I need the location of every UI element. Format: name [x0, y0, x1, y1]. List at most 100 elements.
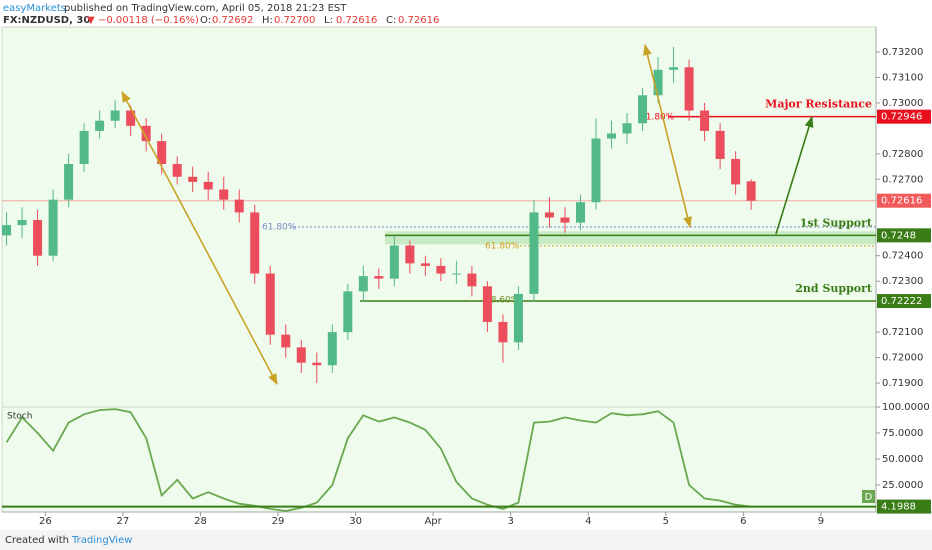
stoch-last-label: 4.1988 — [881, 502, 916, 513]
candle-body — [48, 199, 58, 256]
candle-body — [312, 362, 322, 366]
footer-bar — [0, 530, 932, 550]
candle-body — [575, 202, 585, 223]
candle-body — [33, 220, 43, 256]
level-name: 2nd Support — [795, 282, 873, 295]
y-tick-label: 75.0000 — [882, 428, 923, 439]
candle-body — [622, 123, 632, 134]
candle-body — [544, 212, 554, 218]
candle-body — [731, 158, 741, 185]
arrow — [643, 43, 692, 229]
candle-body — [95, 120, 105, 131]
candle-body — [591, 138, 601, 203]
candle-body — [436, 265, 446, 274]
candle-body — [203, 181, 213, 190]
ohlc-key: O: — [200, 15, 211, 26]
fib-label: 61.80% — [485, 242, 520, 252]
candle-body — [343, 291, 353, 333]
published: published on TradingView.com, April 05, … — [64, 3, 347, 14]
candle-body — [498, 321, 508, 343]
x-tick-label: 26 — [39, 516, 52, 527]
y-tick-label: 0.72800 — [882, 149, 923, 160]
candle-body — [700, 110, 710, 131]
ohlc-value: 0.72616 — [336, 15, 377, 26]
arrow — [121, 91, 278, 385]
candle-body — [172, 164, 182, 177]
candle-body — [250, 212, 260, 274]
level-box — [877, 228, 931, 243]
stoch-last-box — [877, 499, 931, 514]
stoch-line — [5, 408, 752, 512]
y-tick-label: 0.72400 — [882, 251, 923, 262]
change-arrow: ▼ — [87, 15, 95, 26]
footer-brand: TradingView — [71, 535, 132, 546]
change: −0.00118 (−0.16%) — [98, 15, 199, 26]
x-tick-label: 9 — [818, 516, 824, 527]
x-tick-label: 27 — [117, 516, 130, 527]
y-tick-label: 50.0000 — [882, 454, 923, 465]
x-tick-label: Apr — [424, 516, 442, 527]
x-tick-label: 28 — [194, 516, 207, 527]
stoch-name: Stoch — [7, 412, 32, 422]
y-tick-label: 0.73200 — [882, 47, 923, 58]
footer-created: Created with — [5, 535, 69, 546]
candle-body — [451, 273, 461, 275]
y-tick-label: 25.0000 — [882, 480, 923, 491]
candle-body — [17, 220, 27, 226]
stoch-badge-box — [862, 490, 875, 503]
ohlc-key: H: — [262, 15, 273, 26]
level-label: 0.7248 — [881, 230, 916, 241]
level-name: 1st Support — [800, 216, 873, 229]
y-tick-label: 0.72100 — [882, 327, 923, 338]
x-tick-label: 4 — [585, 516, 591, 527]
candle-body — [2, 225, 12, 236]
last-price-box — [877, 193, 931, 208]
x-tick-label: 6 — [740, 516, 746, 527]
y-tick-label: 0.72000 — [882, 353, 923, 364]
candle-body — [405, 245, 415, 264]
y-tick-label: 0.73000 — [882, 98, 923, 109]
y-tick-label: 0.72300 — [882, 276, 923, 287]
ohlc-value: 0.72700 — [274, 15, 315, 26]
x-tick-label: 29 — [272, 516, 285, 527]
candle-body — [281, 334, 291, 348]
candle-body — [513, 293, 523, 343]
candle-body — [234, 199, 244, 213]
candle-body — [715, 130, 725, 159]
candle-body — [188, 176, 198, 182]
y-tick-label: 100.0000 — [882, 402, 930, 413]
candle-body — [638, 95, 648, 124]
x-tick-label: 3 — [508, 516, 514, 527]
candle-body — [669, 67, 679, 70]
author: easyMarkets — [3, 3, 66, 14]
x-tick-label: 30 — [349, 516, 362, 527]
ohlc-key: L: — [324, 15, 333, 26]
support-zone — [385, 231, 876, 245]
y-tick-label: 0.72700 — [882, 174, 923, 185]
candle-body — [64, 164, 74, 200]
level-label: 0.72222 — [881, 296, 922, 307]
candle-body — [358, 276, 368, 292]
candle-body — [79, 130, 89, 165]
ohlc-value: 0.72616 — [398, 15, 439, 26]
level-label: 0.72946 — [881, 112, 922, 123]
y-tick-label: 0.71900 — [882, 378, 923, 389]
last-price-label: 0.72616 — [881, 196, 922, 207]
candle-body — [467, 273, 477, 287]
ohlc-key: C: — [386, 15, 396, 26]
candle-body — [110, 110, 120, 121]
y-tick-label: 0.73100 — [882, 72, 923, 83]
arrow — [775, 115, 814, 235]
candle-body — [296, 347, 306, 363]
candle-body — [327, 332, 337, 366]
candle-body — [219, 189, 229, 200]
fib-label: 78.60% — [485, 296, 520, 306]
ohlc-value: 0.72692 — [212, 15, 253, 26]
candle-body — [560, 217, 570, 223]
stoch-pane — [1, 406, 877, 513]
price-pane — [1, 26, 877, 408]
candle-body — [529, 212, 539, 294]
candle-body — [746, 181, 756, 201]
